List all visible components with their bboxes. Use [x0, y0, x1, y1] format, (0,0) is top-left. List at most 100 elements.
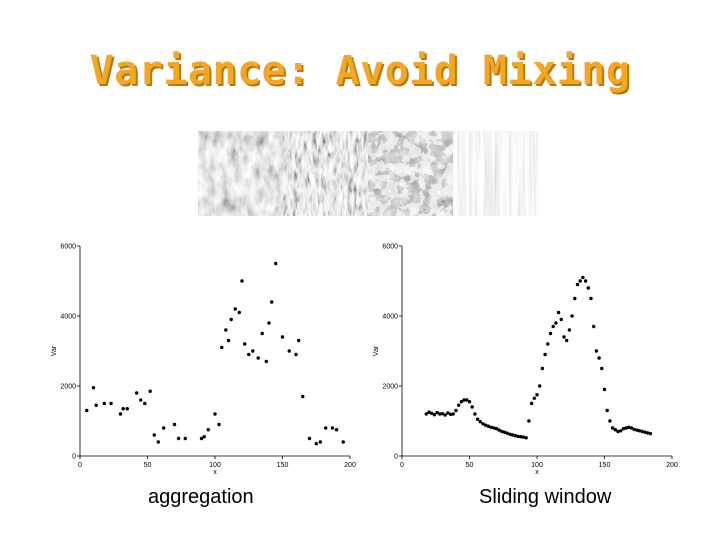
- sw-x-tick-label: 50: [466, 462, 474, 469]
- agg-data-point: [224, 328, 228, 332]
- sw-data-point: [459, 400, 464, 404]
- sw-data-point: [602, 387, 607, 392]
- agg-data-point: [143, 401, 147, 406]
- agg-data-point: [217, 422, 221, 427]
- agg-data-point: [240, 279, 244, 283]
- agg-data-point: [94, 403, 98, 407]
- sw-data-point: [575, 282, 580, 287]
- agg-data-point: [247, 352, 251, 357]
- sw-data-point: [438, 412, 442, 416]
- agg-data-point: [183, 436, 187, 441]
- sw-data-point: [494, 427, 499, 431]
- agg-data-point: [172, 422, 177, 427]
- sw-data-point: [492, 426, 496, 430]
- agg-data-point: [152, 433, 156, 437]
- sw-data-point: [451, 412, 455, 416]
- caption-sliding-window: Sliding window: [479, 486, 612, 508]
- sw-data-point: [616, 429, 620, 434]
- agg-data-point: [287, 349, 291, 353]
- sw-x-tick-label: 100: [531, 462, 543, 469]
- sw-data-point: [478, 420, 482, 424]
- agg-data-point: [318, 440, 322, 444]
- sw-data-point: [454, 408, 458, 413]
- sw-data-point: [524, 436, 528, 440]
- agg-y-tick-label: 6000: [60, 244, 76, 251]
- agg-y-tick-label: 4000: [60, 314, 76, 321]
- sw-data-point: [608, 419, 612, 423]
- sw-data-point: [548, 331, 553, 336]
- agg-data-point: [206, 428, 210, 432]
- sw-data-point: [583, 279, 588, 283]
- sw-data-point: [430, 411, 434, 415]
- sw-data-point: [519, 435, 523, 439]
- sw-data-point: [570, 314, 574, 318]
- sw-data-point: [532, 396, 536, 400]
- agg-data-point: [102, 401, 106, 406]
- sw-data-point: [565, 338, 569, 343]
- sw-data-point: [594, 349, 599, 353]
- agg-data-point: [91, 386, 96, 390]
- sw-data-point: [502, 430, 507, 434]
- sw-data-point: [538, 384, 542, 388]
- sw-data-point: [610, 426, 615, 430]
- agg-data-point: [220, 345, 224, 350]
- agg-data-point: [135, 391, 139, 395]
- sw-data-point: [475, 417, 480, 421]
- sw-data-point: [481, 422, 485, 426]
- sw-data-point: [540, 366, 545, 371]
- sw-data-point: [632, 427, 636, 432]
- sw-data-point: [457, 403, 461, 407]
- agg-data-point: [314, 442, 318, 446]
- sw-data-point: [513, 434, 518, 438]
- agg-data-point: [176, 436, 181, 441]
- sw-data-point: [511, 433, 515, 437]
- sw-data-point: [562, 335, 566, 339]
- agg-data-point: [243, 342, 247, 346]
- sw-data-point: [592, 324, 596, 329]
- texture-strip: [198, 131, 538, 216]
- sw-data-point: [543, 352, 547, 357]
- sw-data-point: [546, 342, 550, 346]
- sw-data-point: [559, 317, 563, 322]
- agg-y-axis-label: Var: [51, 345, 58, 356]
- sw-data-point: [470, 405, 474, 409]
- sw-data-point: [646, 431, 650, 435]
- agg-x-tick-label: 100: [209, 462, 221, 469]
- agg-data-point: [270, 300, 274, 304]
- sw-data-point: [465, 398, 469, 402]
- agg-data-point: [264, 359, 268, 364]
- sw-data-point: [621, 427, 626, 431]
- sw-y-tick-label: 6000: [382, 244, 398, 251]
- sw-x-tick-label: 0: [400, 462, 404, 469]
- sw-y-axis-label: Var: [373, 345, 380, 356]
- sw-y-tick-label: 2000: [382, 384, 398, 391]
- sw-data-point: [629, 426, 634, 430]
- agg-data-point: [256, 356, 260, 360]
- agg-data-point: [109, 401, 113, 406]
- sw-data-point: [486, 424, 491, 428]
- sw-data-point: [443, 413, 447, 417]
- agg-data-point: [267, 321, 271, 325]
- agg-data-point: [260, 331, 264, 336]
- sw-data-point: [500, 429, 504, 434]
- sw-data-point: [505, 431, 509, 435]
- sw-data-point: [567, 328, 572, 332]
- sw-data-point: [648, 431, 653, 436]
- agg-x-tick-label: 150: [277, 462, 289, 469]
- sw-data-point: [527, 419, 531, 423]
- sw-data-point: [581, 275, 585, 280]
- agg-data-point: [324, 426, 328, 430]
- sw-data-point: [448, 412, 453, 417]
- agg-data-point: [229, 317, 233, 322]
- agg-y-tick-label: 2000: [60, 384, 76, 391]
- sw-data-point: [427, 410, 431, 414]
- sw-data-point: [613, 428, 617, 432]
- sw-data-point: [637, 429, 642, 433]
- sw-data-point: [551, 324, 555, 329]
- agg-data-point: [330, 426, 335, 430]
- agg-data-point: [148, 389, 152, 393]
- sw-data-point: [556, 310, 561, 315]
- agg-data-point: [118, 412, 123, 416]
- agg-data-point: [274, 261, 278, 266]
- sw-data-point: [600, 366, 604, 371]
